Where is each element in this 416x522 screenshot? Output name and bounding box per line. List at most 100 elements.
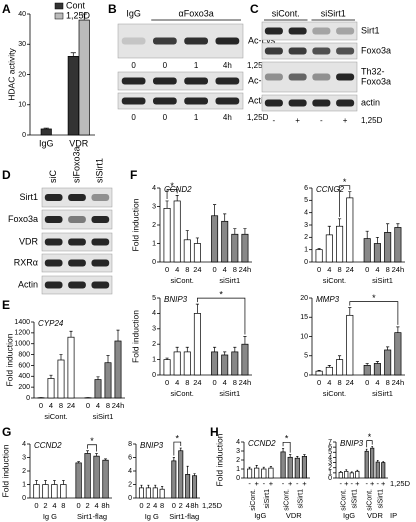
bar (254, 467, 260, 479)
blot-band (184, 77, 208, 85)
error-bar (243, 336, 247, 345)
chart-title: BNIP3 (140, 441, 164, 450)
blot-band (264, 27, 283, 35)
lane-header: siSirt1 (95, 158, 105, 183)
y-tick-label: 2 (22, 468, 26, 475)
bar (294, 457, 300, 479)
x-tick-label: + (288, 479, 293, 488)
bar (381, 462, 386, 479)
bar (261, 468, 267, 479)
error-bar (223, 213, 227, 222)
bar (384, 232, 392, 263)
blot-band (264, 99, 283, 107)
chart-title: BNIP3 (164, 295, 188, 304)
error-bar (233, 228, 237, 235)
error-bar (61, 480, 65, 485)
y-tick-label: 2 (152, 222, 156, 229)
x-tick-label: 4 (96, 401, 100, 410)
error-bar (243, 228, 247, 235)
lane-header: siFoxo3a (71, 146, 81, 183)
x-tick-label: 4 (49, 401, 53, 410)
error-bar (269, 465, 273, 469)
error-bar (95, 453, 98, 457)
x-sublabel: siSirt1 (377, 489, 384, 509)
x-tick-label: - (282, 479, 285, 488)
error-bar (303, 454, 306, 457)
x-tick-label: 4 (223, 378, 227, 387)
blot-band (215, 97, 240, 105)
y-tick-label: 5 (328, 449, 332, 456)
x-tick-label: 4 (52, 501, 56, 510)
error-bar (195, 237, 199, 244)
bar (183, 351, 191, 376)
error-bar (233, 346, 237, 352)
lane-label: 0 (131, 61, 136, 70)
group-label: Sirt1-flag (77, 512, 107, 521)
row-label: Foxo3a (8, 214, 38, 224)
bar (315, 370, 323, 376)
error-bar (382, 461, 385, 463)
panel-label: G (2, 425, 11, 439)
lane-label: 4h (223, 113, 232, 122)
bar (384, 349, 392, 376)
y-tick-label: 30 (18, 41, 26, 48)
x-tick-label: 0 (34, 501, 38, 510)
y-tick-label: 4 (152, 185, 156, 192)
sig-annotation: * (176, 433, 180, 443)
y-tick-label: 400 (18, 373, 30, 380)
group-label: siCont. (171, 276, 194, 285)
blot-strip (261, 42, 358, 60)
error-bar (175, 346, 179, 352)
x-tick-label: - (365, 479, 368, 488)
lane-header: siC (48, 170, 58, 183)
y-tick-label: 6 (304, 185, 308, 192)
bar (336, 359, 344, 376)
y-tick-label: 3 (304, 222, 308, 229)
bar (211, 351, 219, 376)
sig-bracket (349, 301, 399, 325)
x-tick-label: 0 (77, 501, 81, 510)
blot-band (312, 47, 331, 55)
row-label: Actin (18, 279, 38, 289)
blot-band (91, 259, 110, 267)
lane-label: 0 (163, 113, 168, 122)
error-bar (348, 307, 352, 316)
error-bar (337, 218, 342, 227)
bar (145, 487, 151, 499)
x-tick-label: 2 (179, 501, 183, 510)
chart-title: MMP3 (316, 295, 340, 304)
blot-band (184, 97, 208, 105)
x-tick-label: 8h (101, 501, 109, 510)
blot-band (153, 77, 177, 85)
error-bar (104, 458, 107, 461)
blot-band (288, 73, 307, 81)
x-tick-label: 0 (365, 378, 369, 387)
x-tick-label: 8 (233, 265, 237, 274)
x-tick-label: 0 (172, 501, 176, 510)
sig-annotation: * (368, 432, 372, 442)
x-tick-label: 24 (67, 401, 75, 410)
chart-title: CCNG2 (316, 185, 345, 194)
x-tick-label: 0 (165, 265, 169, 274)
error-bar (371, 446, 374, 449)
error-bar (185, 346, 189, 352)
y-tick-label: 1400 (14, 319, 30, 326)
row-label: Sirt1 (361, 25, 380, 35)
lane-note: 1,25D (247, 61, 269, 70)
bar (394, 227, 402, 263)
blot-band (91, 194, 110, 201)
y-tick-label: 15 (300, 314, 308, 321)
group-label: Ig G (145, 512, 159, 521)
lane-note: 1,25D (247, 113, 269, 122)
x-tick-label: + (370, 479, 375, 488)
blot-band (336, 47, 355, 55)
y-tick-label: 4 (22, 441, 26, 448)
y-tick-label: 4 (304, 210, 308, 217)
y-tick-label: 0 (128, 495, 132, 502)
blot-band (336, 27, 355, 35)
error-bar (327, 225, 331, 235)
bar (185, 474, 191, 499)
legend-swatch (54, 12, 64, 20)
y-tick-label: 10 (300, 333, 308, 340)
x-tick-label: 4 (153, 501, 157, 510)
